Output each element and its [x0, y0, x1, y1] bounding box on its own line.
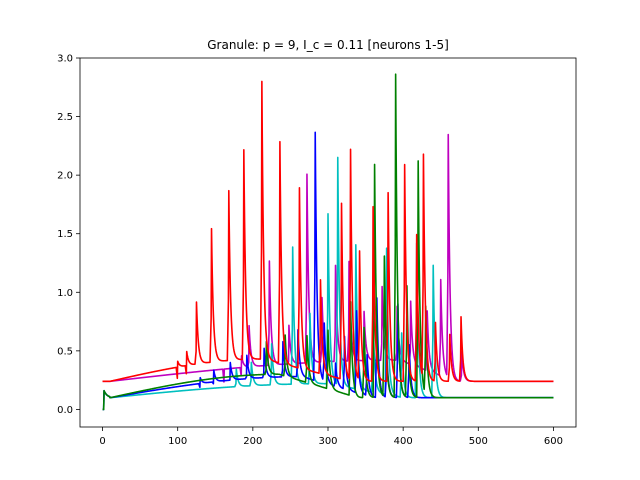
x-tick-label: 400 — [394, 436, 413, 447]
y-tick-label: 0.5 — [57, 346, 73, 357]
series-line — [102, 73, 554, 411]
chart-title: Granule: p = 9, I_c = 0.11 [neurons 1-5] — [207, 38, 449, 52]
y-tick-label: 0.0 — [57, 405, 73, 416]
y-tick-label: 2.5 — [57, 112, 73, 123]
x-tick-label: 200 — [243, 436, 262, 447]
axes-layer: 0 100 200 300 400 500 600 0.0 0.5 1.0 1.5 2.0 2.5 3.0 — [57, 54, 563, 448]
y-tick-label: 1.0 — [57, 288, 73, 299]
plot-frame — [79, 57, 577, 428]
series-line — [102, 80, 554, 383]
x-tick-label: 600 — [544, 436, 563, 447]
y-tick-label: 3.0 — [57, 54, 73, 65]
series-layer — [102, 73, 554, 411]
x-tick-label: 300 — [318, 436, 337, 447]
x-tick-label: 100 — [168, 436, 187, 447]
x-tick-label: 0 — [99, 436, 105, 447]
y-tick-label: 1.5 — [57, 229, 73, 240]
x-tick-label: 500 — [469, 436, 488, 447]
y-tick-label: 2.0 — [57, 171, 73, 182]
